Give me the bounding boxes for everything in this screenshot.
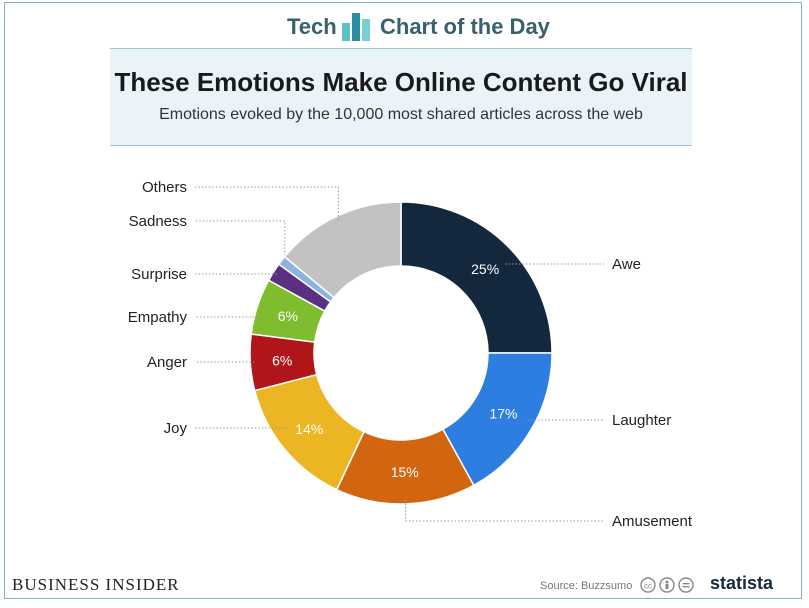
slice-others xyxy=(283,201,402,299)
slice-awe xyxy=(400,201,553,354)
category-label-surprise: Surprise xyxy=(131,266,187,283)
statista-logo: statista xyxy=(710,573,774,593)
category-label-empathy: Empathy xyxy=(128,309,188,326)
title-box: These Emotions Make Online Content Go Vi… xyxy=(110,48,692,146)
svg-text:cc: cc xyxy=(644,582,652,591)
brand-chart-of-the-day: Chart of the Day xyxy=(380,14,550,39)
leader-line-others xyxy=(195,186,339,220)
data-label-anger: 6% xyxy=(272,352,292,368)
data-label-joy: 14% xyxy=(295,421,323,437)
data-label-laughter: 17% xyxy=(489,406,517,422)
brand-tech: Tech xyxy=(287,14,337,39)
data-label-empathy: 6% xyxy=(278,308,298,324)
business-insider-logo: BUSINESS INSIDER xyxy=(12,575,180,594)
chart-subtitle: Emotions evoked by the 10,000 most share… xyxy=(159,106,643,123)
chart-title: These Emotions Make Online Content Go Vi… xyxy=(114,67,688,97)
category-label-anger: Anger xyxy=(147,354,187,371)
category-label-sadness: Sadness xyxy=(129,213,187,230)
source-text: Source: Buzzsumo xyxy=(540,580,633,592)
leader-line-amusement xyxy=(405,499,604,522)
data-label-amusement: 15% xyxy=(391,464,419,480)
category-label-others: Others xyxy=(142,179,187,196)
bar-chart-logo-icon xyxy=(342,13,370,41)
leader-line-sadness xyxy=(195,220,286,263)
creative-commons-icon: cc xyxy=(640,577,694,593)
category-label-awe: Awe xyxy=(612,256,641,273)
category-label-laughter: Laughter xyxy=(612,412,671,429)
category-label-joy: Joy xyxy=(164,420,188,437)
data-label-awe: 25% xyxy=(471,261,499,277)
category-label-amusement: Amusement xyxy=(612,513,693,530)
